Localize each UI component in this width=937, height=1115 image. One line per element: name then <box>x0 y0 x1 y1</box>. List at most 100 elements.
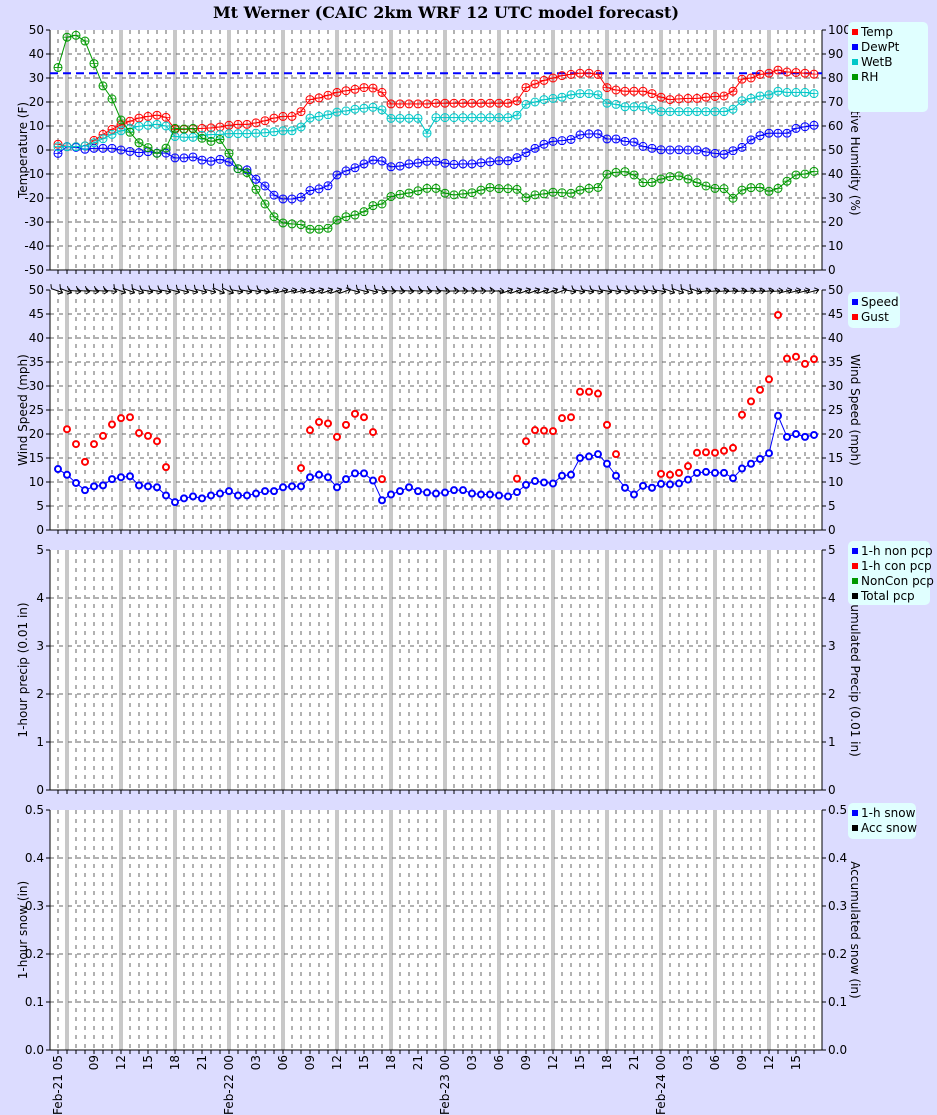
data-point <box>522 437 530 446</box>
data-point-cross <box>423 99 431 108</box>
data-point <box>243 491 251 500</box>
wind-barb-icon <box>696 287 712 295</box>
data-point <box>54 465 62 474</box>
data-point-cross <box>108 144 116 153</box>
x-tick-label: 06 <box>708 1055 722 1070</box>
data-point-cross <box>738 75 746 84</box>
data-point-cross <box>63 33 71 42</box>
data-point-cross <box>576 130 584 139</box>
panel-4: 0.0 0.1 0.2 0.3 0.4 0.5 0.0 0.1 0.2 0.3 0.4 0.5 1-ho… <box>16 803 862 1057</box>
y2-tick-label: 20 <box>828 215 843 229</box>
data-point-cross <box>603 99 611 108</box>
data-point-cross <box>477 113 485 122</box>
legend-label: Gust <box>861 310 889 324</box>
y2-tick-label: 0.1 <box>828 995 847 1009</box>
data-point-cross <box>387 99 395 108</box>
data-point-cross <box>342 212 350 221</box>
wind-barb-icon <box>346 284 361 295</box>
y-tick-label: 30 <box>29 379 44 393</box>
wind-barb-icon <box>732 287 748 295</box>
data-point-cross <box>576 69 584 78</box>
data-point <box>549 427 557 436</box>
wind-barb-icon <box>705 287 721 295</box>
legend-label: Acc snow <box>861 821 917 835</box>
data-point-cross <box>225 149 233 158</box>
data-point-cross <box>495 156 503 165</box>
data-point-cross <box>513 96 521 105</box>
data-point-cross <box>378 157 386 166</box>
data-point-cross <box>414 186 422 195</box>
data-point-cross <box>252 129 260 138</box>
data-point-cross <box>135 122 143 131</box>
y-tick-label: 4 <box>36 591 44 605</box>
y2-tick-label: 90 <box>828 47 843 61</box>
y-axis-label: Temperature (F) <box>16 102 30 199</box>
data-point-cross <box>99 134 107 143</box>
data-point-cross <box>135 148 143 157</box>
y2-tick-label: 10 <box>828 239 843 253</box>
data-point-cross <box>684 107 692 116</box>
data-point-cross <box>531 144 539 153</box>
data-point-cross <box>450 160 458 169</box>
data-point-cross <box>405 114 413 123</box>
data-point-cross <box>54 142 62 151</box>
data-point-cross <box>621 102 629 111</box>
data-point-cross <box>774 87 782 96</box>
data-point-cross <box>126 117 134 126</box>
data-point-cross <box>801 88 809 97</box>
y2-tick-label: 80 <box>828 71 843 85</box>
legend-box <box>848 22 928 112</box>
y2-tick-label: 20 <box>828 427 843 441</box>
legend-swatch <box>852 548 858 554</box>
data-point <box>693 468 701 477</box>
legend-label: WetB <box>861 55 892 69</box>
data-point <box>153 483 161 492</box>
data-point <box>540 426 548 435</box>
data-point-cross <box>783 129 791 138</box>
wind-barb-icon <box>723 287 739 295</box>
data-point-cross <box>189 152 197 161</box>
wind-barb-icon <box>533 287 550 294</box>
data-point <box>522 480 530 489</box>
data-point-cross <box>648 105 656 114</box>
data-point-cross <box>774 184 782 193</box>
data-point-cross <box>189 124 197 133</box>
wind-barb-icon <box>444 286 460 295</box>
y2-tick-label: 5 <box>828 499 836 513</box>
y-tick-label: 40 <box>29 331 44 345</box>
data-point <box>369 428 377 437</box>
legend-label: DewPt <box>861 40 900 54</box>
data-point <box>63 470 71 479</box>
data-point-cross <box>477 186 485 195</box>
data-point-cross <box>675 171 683 180</box>
wind-barb-icon <box>299 287 316 294</box>
y2-tick-label: 45 <box>828 307 843 321</box>
data-point <box>621 483 629 492</box>
data-point-cross <box>783 68 791 76</box>
panel-3: 0 1 2 3 4 5 0 1 2 3 4 5 1-hour precip (0.01 in) Accum… <box>16 543 862 797</box>
data-point <box>576 454 584 462</box>
wind-barb-icon <box>652 285 667 295</box>
data-point-cross <box>666 146 674 154</box>
data-point <box>765 449 773 458</box>
data-point-cross <box>549 94 557 103</box>
data-point-cross <box>765 129 773 138</box>
wind-barb-icon <box>317 287 334 294</box>
data-point-cross <box>387 162 395 171</box>
y2-tick-label: 4 <box>828 591 836 605</box>
data-point <box>648 483 656 492</box>
y2-tick-label: 0.3 <box>828 899 847 913</box>
legend-label: Total pcp <box>860 589 915 603</box>
data-point-cross <box>612 86 620 94</box>
data-point-cross <box>630 102 638 111</box>
data-point <box>90 440 98 449</box>
data-point-cross <box>666 107 674 116</box>
y-axis-label: Wind Speed (mph) <box>16 354 30 466</box>
legend-box <box>848 292 900 328</box>
data-point <box>558 414 566 423</box>
wind-barb-icon <box>680 284 694 295</box>
data-point-cross <box>810 89 818 98</box>
y-tick-label: 5 <box>36 499 44 513</box>
y2-tick-label: 100 <box>828 23 851 37</box>
data-point <box>720 468 728 477</box>
